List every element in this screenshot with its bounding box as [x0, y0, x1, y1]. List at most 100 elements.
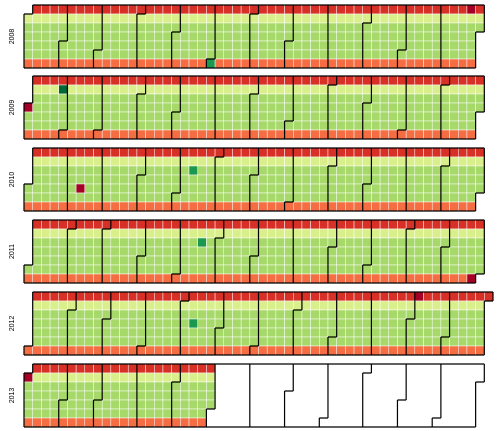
day-cell — [266, 93, 277, 104]
day-cell — [119, 291, 129, 302]
day-cell — [423, 246, 433, 257]
day-cell — [240, 201, 251, 212]
day-cell — [23, 201, 33, 212]
day-cell — [180, 408, 190, 419]
day-cell — [292, 273, 303, 284]
day-cell — [136, 318, 146, 329]
day-cell — [327, 201, 337, 212]
day-cell — [405, 49, 416, 60]
day-cell — [258, 399, 268, 410]
day-cell — [475, 255, 485, 266]
day-cell — [301, 264, 311, 275]
day-cell — [119, 390, 129, 401]
day-cell — [327, 13, 337, 24]
day-cell — [405, 273, 416, 284]
day-cell — [240, 417, 251, 428]
day-cell — [32, 372, 42, 383]
day-cell — [240, 129, 251, 140]
day-cell — [336, 264, 346, 275]
day-cell — [41, 318, 51, 329]
day-cell — [84, 390, 94, 401]
day-cell — [119, 417, 129, 428]
day-cell — [449, 93, 459, 104]
day-cell — [371, 345, 381, 356]
day-cell — [49, 255, 60, 266]
day-cell — [440, 40, 450, 51]
day-cell — [162, 219, 172, 230]
day-cell — [75, 318, 86, 329]
day-cell — [197, 345, 207, 356]
day-cell — [275, 327, 285, 338]
day-cell — [327, 381, 337, 392]
day-cell — [75, 327, 86, 338]
day-cell — [232, 192, 242, 203]
day-cell — [310, 408, 320, 419]
day-cell — [371, 165, 381, 176]
day-cell — [188, 75, 198, 86]
day-cell — [449, 291, 459, 302]
day-cell — [345, 93, 355, 104]
day-cell — [345, 300, 355, 311]
day-cell — [258, 309, 268, 320]
day-cell — [301, 165, 311, 176]
day-cell — [49, 31, 60, 42]
day-cell — [284, 318, 294, 329]
day-cell — [171, 345, 181, 356]
day-cell — [466, 75, 476, 86]
day-cell — [345, 75, 355, 86]
day-cell — [110, 408, 120, 419]
day-cell — [119, 129, 129, 140]
day-cell — [345, 129, 355, 140]
day-cell — [475, 264, 485, 275]
day-cell — [136, 93, 146, 104]
day-cell — [405, 228, 416, 239]
day-cell — [345, 192, 355, 203]
day-cell — [388, 120, 398, 131]
day-cell — [41, 372, 51, 383]
day-cell — [206, 228, 216, 239]
day-cell — [58, 165, 68, 176]
day-cell — [101, 129, 112, 140]
day-cell — [223, 102, 233, 113]
day-cell — [414, 228, 424, 239]
day-cell — [458, 75, 468, 86]
day-cell — [23, 345, 33, 356]
day-cell — [379, 111, 390, 122]
day-cell — [371, 192, 381, 203]
day-cell — [397, 417, 407, 428]
day-cell — [405, 93, 416, 104]
day-cell — [214, 111, 225, 122]
day-cell — [266, 49, 277, 60]
day-cell — [162, 147, 172, 158]
day-cell — [249, 345, 259, 356]
day-cell — [319, 246, 329, 257]
day-cell — [440, 372, 450, 383]
day-cell — [145, 201, 155, 212]
day-cell — [449, 264, 459, 275]
day-cell — [397, 49, 407, 60]
day-cell — [327, 102, 337, 113]
day-cell — [458, 147, 468, 158]
day-cell — [67, 183, 77, 194]
day-cell — [431, 49, 442, 60]
day-cell — [266, 22, 277, 33]
day-cell — [249, 246, 259, 257]
day-cell — [110, 4, 120, 15]
day-cell — [136, 228, 146, 239]
day-cell — [223, 58, 233, 69]
day-cell — [171, 4, 181, 15]
day-cell — [301, 4, 311, 15]
day-cell — [110, 228, 120, 239]
day-cell — [458, 120, 468, 131]
day-cell — [154, 219, 164, 230]
day-cell — [458, 93, 468, 104]
day-cell — [301, 345, 311, 356]
day-cell — [310, 246, 320, 257]
day-cell — [362, 399, 372, 410]
day-cell — [414, 102, 424, 113]
day-cell — [84, 408, 94, 419]
day-cell — [110, 390, 120, 401]
day-cell — [127, 201, 138, 212]
day-cell — [249, 147, 259, 158]
